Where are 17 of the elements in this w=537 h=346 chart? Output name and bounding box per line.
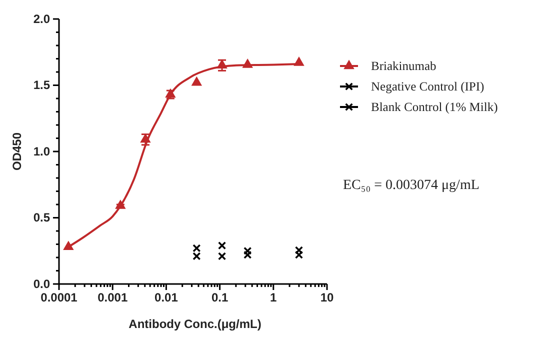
legend-label: Negative Control (IPI): [371, 80, 484, 94]
text: EC₅₀ = 0.003074 μg/mL: [343, 178, 480, 193]
x-tick-label: 0.0001: [40, 290, 78, 305]
y-tick-label: 1.0: [33, 144, 50, 158]
y-tick-label: 0.0: [33, 276, 50, 291]
y-tick-label: 0.5: [33, 210, 50, 225]
x-tick-label: 0.01: [154, 290, 178, 305]
x-tick-label: 1: [270, 290, 278, 305]
x-tick-label: 0.1: [211, 290, 228, 305]
x-tick-label: 10: [320, 290, 334, 305]
x-axis-title: Antibody Conc.(μg/mL): [128, 317, 262, 331]
y-axis-title: OD450: [10, 132, 24, 171]
y-tick-label: 2.0: [33, 12, 50, 26]
legend-label: Briakinumab: [371, 59, 436, 73]
y-tick-label: 1.5: [33, 78, 50, 92]
x-tick-label: 0.001: [98, 290, 128, 305]
legend-label: Blank Control (1% Milk): [371, 100, 498, 114]
